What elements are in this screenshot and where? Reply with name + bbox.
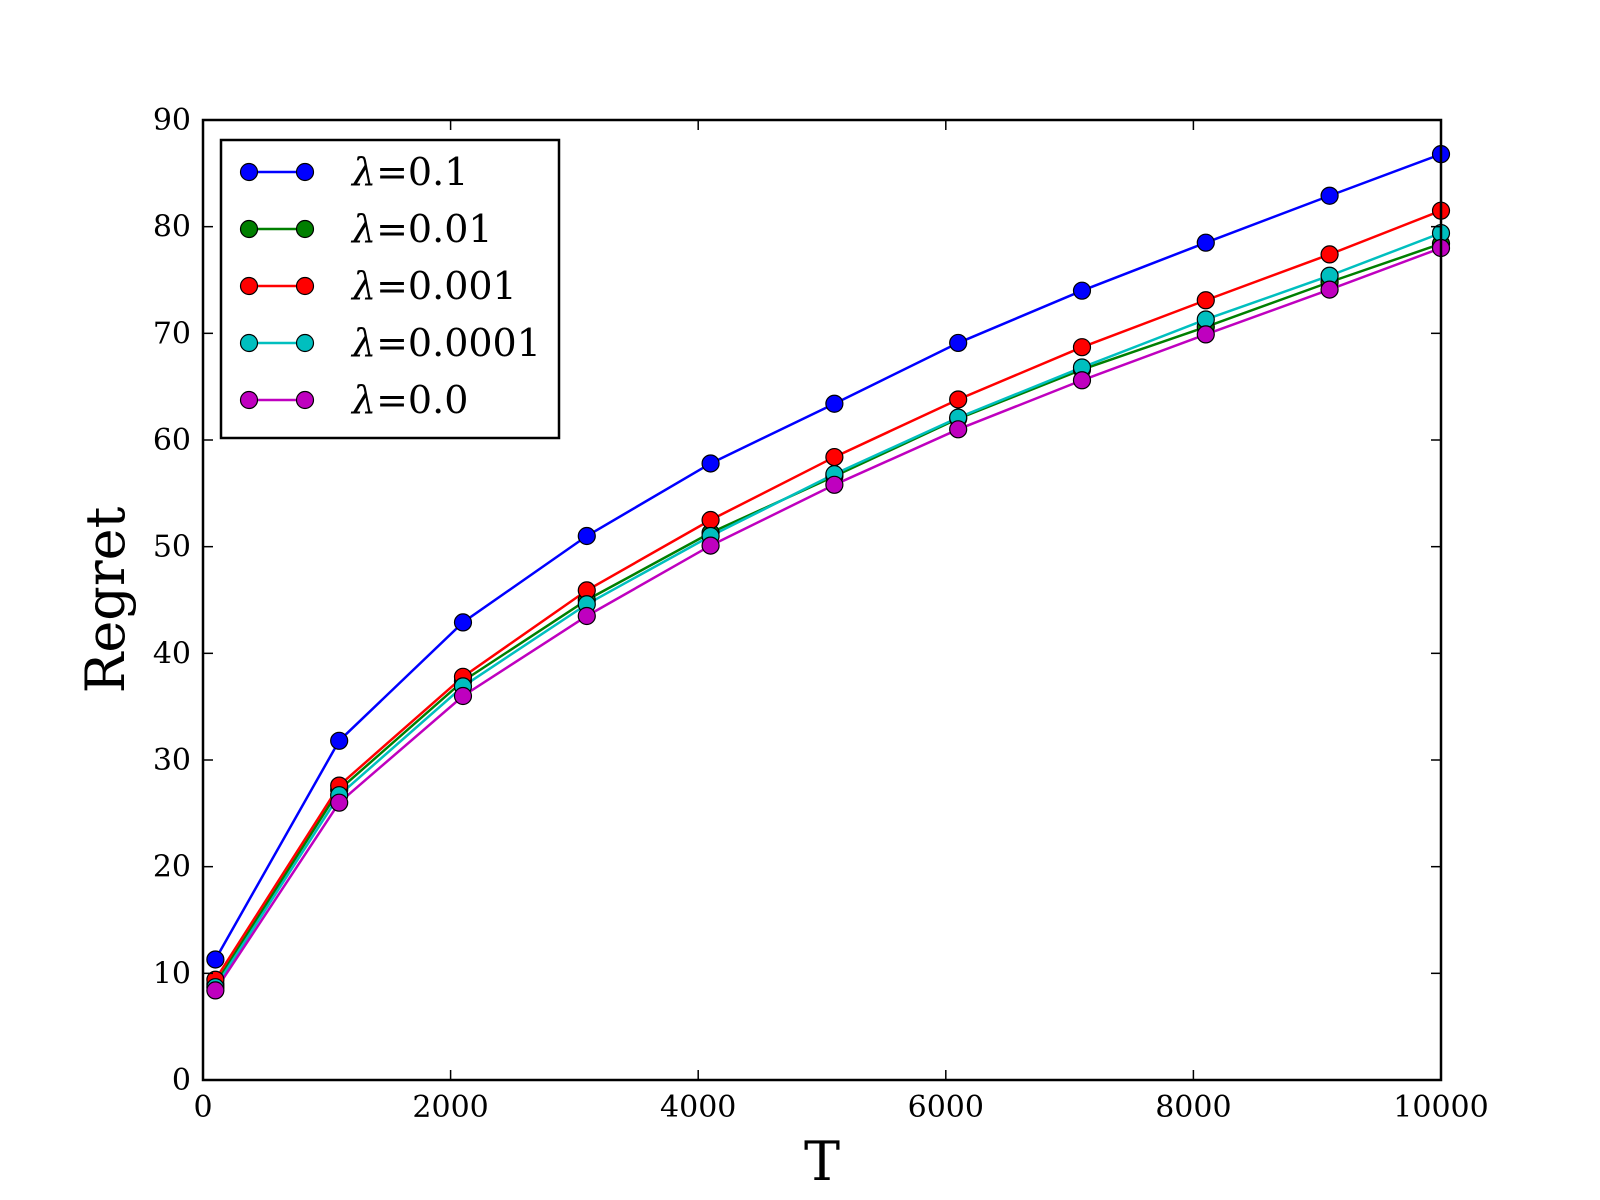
x-tick-label: 6000: [908, 1090, 984, 1125]
legend-box: [219, 138, 561, 440]
data-point-2-6: [949, 390, 968, 409]
y-tick-label: 70: [153, 316, 191, 351]
data-point-4-3: [577, 606, 596, 626]
data-point-2-7: [1072, 338, 1092, 357]
legend-marker-end: [295, 390, 315, 410]
legend-entry-4: λ=0.0: [239, 378, 468, 422]
y-axis-label: Regret: [74, 506, 137, 693]
y-tick-label: 0: [172, 1063, 191, 1098]
legend-marker-start: [239, 390, 259, 410]
legend-marker-end: [295, 162, 315, 182]
legend-marker-start: [239, 276, 259, 296]
data-point-4-7: [1072, 371, 1092, 390]
y-tick-label: 90: [153, 103, 191, 138]
legend-entry-2: λ=0.001: [239, 264, 517, 308]
data-point-4-6: [949, 420, 968, 439]
y-tick-label: 30: [153, 743, 191, 778]
data-point-0-5: [825, 394, 844, 413]
y-tick-label: 20: [153, 850, 191, 885]
legend-lambda-value: =0.001: [376, 264, 517, 308]
legend-lambda-symbol: λ: [350, 321, 376, 365]
legend-lambda-value: =0.0: [376, 378, 468, 422]
y-tick-label: 40: [153, 636, 191, 671]
data-point-4-1: [330, 793, 349, 812]
data-point-4-4: [701, 536, 720, 555]
legend-lambda-symbol: λ: [350, 150, 376, 194]
legend-lambda-symbol: λ: [350, 207, 376, 251]
legend-label: λ=0.1: [350, 150, 468, 194]
data-point-0-0: [206, 950, 225, 969]
legend-label: λ=0.01: [350, 207, 493, 251]
legend-lambda-symbol: λ: [350, 378, 376, 422]
legend-lambda-value: =0.01: [376, 207, 492, 251]
x-tick-label: 8000: [1155, 1090, 1231, 1125]
y-tick-label: 80: [153, 210, 191, 245]
x-tick-label: 10000: [1393, 1090, 1488, 1125]
data-point-0-9: [1320, 186, 1339, 205]
data-point-4-8: [1196, 325, 1215, 344]
data-point-4-5: [825, 475, 844, 494]
legend-lambda-value: =0.0001: [376, 321, 541, 365]
x-axis-label: T: [804, 1130, 840, 1193]
data-point-4-2: [453, 686, 473, 706]
legend-entry-0: λ=0.1: [239, 150, 468, 194]
data-point-0-4: [701, 454, 720, 473]
y-tick-label: 50: [153, 530, 191, 565]
legend-entry-1: λ=0.01: [239, 207, 493, 251]
data-point-0-8: [1196, 233, 1215, 252]
series-markers-4: [206, 238, 1451, 1000]
legend-entry-3: λ=0.0001: [239, 321, 541, 365]
data-point-2-8: [1196, 291, 1215, 310]
data-point-0-6: [949, 333, 968, 353]
legend-lambda-symbol: λ: [350, 264, 376, 308]
x-tick-label: 0: [193, 1090, 212, 1125]
data-point-4-9: [1320, 280, 1339, 299]
plot-area: [206, 145, 1451, 1000]
legend-label: λ=0.001: [350, 264, 517, 308]
x-tick-label: 4000: [660, 1090, 736, 1125]
legend-lambda-value: =0.1: [376, 150, 468, 194]
legend-marker-end: [295, 333, 315, 353]
legend-marker-start: [239, 333, 259, 353]
y-tick-label: 60: [153, 423, 191, 458]
data-point-2-5: [825, 447, 844, 467]
legend-marker-end: [295, 276, 315, 296]
x-tick-label: 2000: [412, 1090, 488, 1125]
data-point-0-3: [577, 526, 596, 546]
axes: 0 2000 4000 6000 8000 10000 0 10 20 30 40 50 60 70 80 9…: [74, 103, 1489, 1193]
data-point-0-7: [1072, 281, 1092, 300]
plot-frame: [201, 118, 1443, 1082]
data-point-4-0: [206, 981, 225, 1000]
legend-marker-end: [295, 219, 315, 239]
legend-label: λ=0.0001: [350, 321, 541, 365]
legend-marker-start: [239, 219, 259, 239]
legend-label: λ=0.0: [350, 378, 468, 422]
data-point-2-9: [1320, 245, 1339, 264]
data-point-0-1: [330, 731, 349, 750]
data-point-2-4: [701, 510, 720, 530]
legend-marker-start: [239, 162, 259, 182]
y-tick-label: 10: [153, 956, 191, 991]
data-point-0-2: [453, 613, 473, 632]
